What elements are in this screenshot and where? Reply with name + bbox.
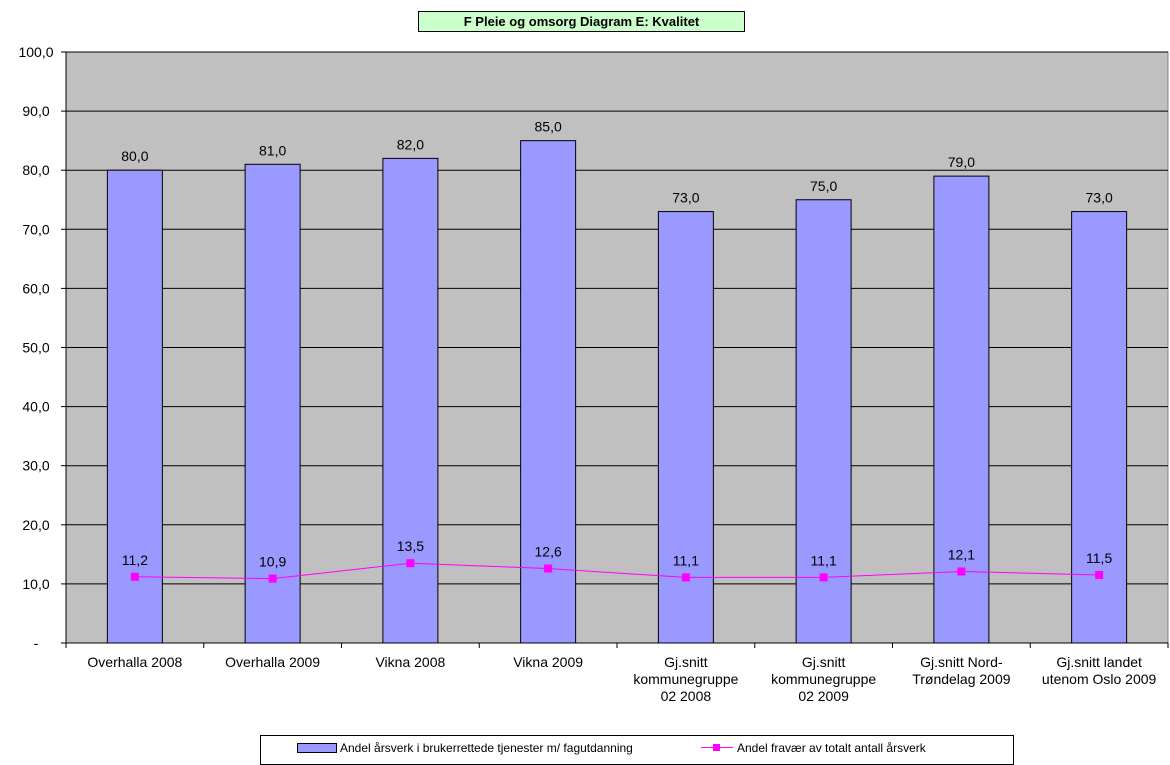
line-marker xyxy=(819,573,828,582)
x-tick-label-line: Gj.snitt xyxy=(802,654,846,670)
x-tick-label-line: Gj.snitt xyxy=(664,654,708,670)
bar xyxy=(795,199,852,644)
legend-label-bar: Andel årsverk i brukerrettede tjenester … xyxy=(340,741,633,755)
line-marker xyxy=(544,564,553,573)
line-marker xyxy=(268,574,277,583)
line-data-label: 10,9 xyxy=(259,554,286,570)
x-tick-label: Overhalla 2009 xyxy=(225,654,320,670)
x-tick-label-line: Gj.snitt landet xyxy=(1056,654,1142,670)
chart-title: F Pleie og omsorg Diagram E: Kvalitet xyxy=(418,11,745,32)
y-tick-label: 100,0 xyxy=(18,44,53,60)
line-marker xyxy=(406,559,415,568)
bar-data-label: 82,0 xyxy=(397,136,424,152)
x-tick-label: Gj.snitt kommunegruppe 02 2008 xyxy=(633,654,738,704)
data-labels: 80,0 81,0 82,0 85,0 73,0 75,0 79,0 73,0 11,2 10,9… xyxy=(121,119,1113,570)
line-data-label: 13,5 xyxy=(397,538,424,554)
y-tick-label: 10,0 xyxy=(22,576,49,592)
x-tick-label: Vikna 2008 xyxy=(375,654,445,670)
line-marker xyxy=(1095,571,1104,580)
x-tick-label-line: 02 2008 xyxy=(661,688,712,704)
x-tick-label-line: 02 2009 xyxy=(798,688,849,704)
bar-data-label: 80,0 xyxy=(121,148,148,164)
x-tick-label-line: Vikna 2009 xyxy=(513,654,583,670)
bar xyxy=(520,140,577,644)
x-tick-label: Overhalla 2008 xyxy=(87,654,182,670)
y-tick-label: - xyxy=(34,635,39,651)
y-tick-label: 20,0 xyxy=(22,517,49,533)
line-data-label: 12,6 xyxy=(535,544,562,560)
y-tick-label: 30,0 xyxy=(22,458,49,474)
legend-line-swatch xyxy=(701,743,733,753)
line-data-label: 12,1 xyxy=(948,546,975,562)
line-data-label: 11,1 xyxy=(811,552,837,568)
bar-data-label: 73,0 xyxy=(1086,190,1113,206)
x-tick-label-line: utenom Oslo 2009 xyxy=(1042,671,1157,687)
line-series xyxy=(130,559,1104,583)
x-tick-label-line: Trøndelag 2009 xyxy=(912,671,1011,687)
bar-data-label: 73,0 xyxy=(672,190,699,206)
bar xyxy=(657,211,714,644)
bar-data-label: 81,0 xyxy=(259,142,286,158)
x-tick-label: Gj.snitt Nord-Trøndelag 2009 xyxy=(912,654,1011,687)
x-tick-label-line: Vikna 2008 xyxy=(375,654,445,670)
bar xyxy=(382,157,439,644)
x-tick-label-line: Overhalla 2008 xyxy=(87,654,182,670)
x-tick-label-line: Overhalla 2009 xyxy=(225,654,320,670)
axes: - 10,0 20,0 30,0 40,0 50,0 60,0 70,0 80,0 90,0 100… xyxy=(18,44,1169,704)
bar-data-label: 85,0 xyxy=(535,119,562,135)
x-tick-label-line: kommunegruppe xyxy=(633,671,738,687)
legend: Andel årsverk i brukerrettede tjenester … xyxy=(260,735,1014,765)
x-tick-label: Gj.snitt kommunegruppe 02 2009 xyxy=(771,654,876,704)
line-data-label: 11,1 xyxy=(673,552,699,568)
legend-label-line: Andel fravær av totalt antall årsverk xyxy=(737,741,926,755)
line-marker xyxy=(130,572,139,581)
y-tick-label: 60,0 xyxy=(22,280,49,296)
y-tick-label: 40,0 xyxy=(22,399,49,415)
bar xyxy=(933,175,990,644)
series-line xyxy=(134,562,1100,580)
bar-data-label: 75,0 xyxy=(810,178,837,194)
y-tick-label: 50,0 xyxy=(22,340,49,356)
line-marker xyxy=(681,573,690,582)
x-tick-label-line: Gj.snitt Nord- xyxy=(920,654,1003,670)
bar-data-label: 79,0 xyxy=(948,154,975,170)
y-tick-label: 70,0 xyxy=(22,221,49,237)
legend-item-bar: Andel årsverk i brukerrettede tjenester … xyxy=(297,741,633,755)
x-tick-label-line: kommunegruppe xyxy=(771,671,876,687)
legend-item-line: Andel fravær av totalt antall årsverk xyxy=(701,741,926,755)
bar xyxy=(106,169,163,644)
line-data-label: 11,5 xyxy=(1086,550,1112,566)
legend-bar-swatch xyxy=(297,743,337,753)
bar xyxy=(244,163,301,644)
y-tick-label: 80,0 xyxy=(22,162,49,178)
y-tick-label: 90,0 xyxy=(22,103,49,119)
line-data-label: 11,2 xyxy=(122,552,148,568)
x-tick-label: Gj.snitt landet utenom Oslo 2009 xyxy=(1042,654,1157,687)
line-marker xyxy=(957,567,966,576)
x-tick-label: Vikna 2009 xyxy=(513,654,583,670)
